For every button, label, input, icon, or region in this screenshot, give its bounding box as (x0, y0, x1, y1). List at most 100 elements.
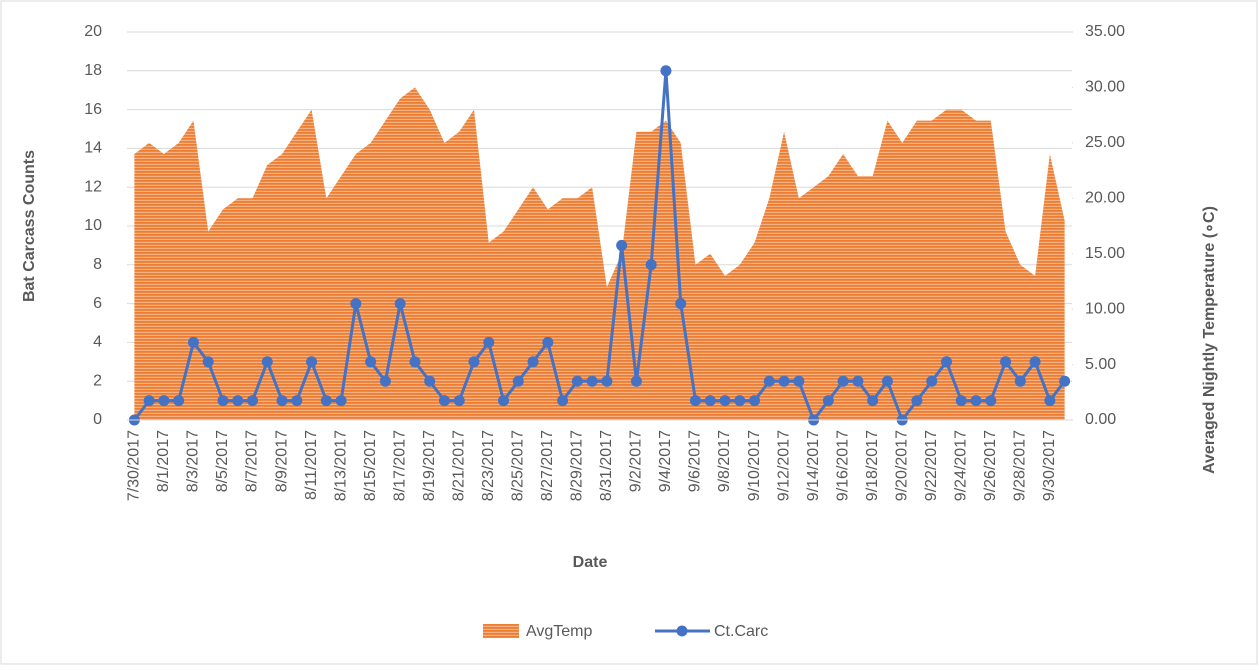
marker (1014, 375, 1026, 387)
marker (291, 395, 303, 407)
marker (1044, 395, 1056, 407)
marker (438, 395, 450, 407)
legend-swatch (483, 624, 519, 638)
x-tick-label: 9/8/2017 (716, 430, 733, 492)
x-tick-label: 8/19/2017 (421, 430, 438, 501)
x-tick-label: 8/1/2017 (155, 430, 172, 492)
marker (320, 395, 332, 407)
x-tick-label: 9/18/2017 (864, 430, 881, 501)
line (133, 70, 1066, 424)
marker (778, 375, 790, 387)
y2-tick-label: 20.00 (1085, 190, 1125, 207)
marker (306, 356, 318, 368)
marker (985, 395, 997, 407)
marker (867, 395, 879, 407)
marker (276, 395, 288, 407)
marker (483, 336, 495, 348)
marker (409, 356, 421, 368)
y-axis-title: Bat Carcass Counts (21, 150, 38, 302)
y-tick-label: 6 (93, 295, 102, 312)
x-tick-label: 9/22/2017 (923, 430, 940, 501)
y2-axis-title: Averaged Nightly Temperature (∘C) (1201, 206, 1218, 474)
marker (616, 239, 628, 251)
legend-swatch (676, 625, 688, 637)
y2-tick-label: 30.00 (1085, 79, 1125, 96)
x-tick-label: 9/14/2017 (805, 430, 822, 501)
x-tick-label: 8/17/2017 (391, 430, 408, 501)
x-tick-label: 9/10/2017 (746, 430, 763, 501)
marker (453, 395, 465, 407)
marker (498, 395, 510, 407)
legend-label: AvgTemp (526, 623, 593, 640)
marker (940, 356, 952, 368)
marker (911, 395, 923, 407)
x-tick-label: 8/25/2017 (510, 430, 527, 501)
marker (350, 298, 362, 310)
x-tick-label: 9/2/2017 (628, 430, 645, 492)
marker (719, 395, 731, 407)
marker (261, 356, 273, 368)
marker (571, 375, 583, 387)
x-tick-label: 8/29/2017 (569, 430, 586, 501)
marker (970, 395, 982, 407)
x-tick-label: 9/24/2017 (952, 430, 969, 501)
x-tick-label: 8/9/2017 (273, 430, 290, 492)
marker (645, 259, 657, 271)
x-tick-label: 9/20/2017 (893, 430, 910, 501)
marker (689, 395, 701, 407)
marker (232, 395, 244, 407)
x-tick-label: 9/26/2017 (982, 430, 999, 501)
marker (1029, 356, 1041, 368)
x-tick-label: 8/23/2017 (480, 430, 497, 501)
y-tick-label: 12 (84, 178, 102, 195)
marker (158, 395, 170, 407)
marker (217, 395, 229, 407)
marker (852, 375, 864, 387)
marker (586, 375, 598, 387)
x-tick-label: 9/16/2017 (834, 430, 851, 501)
marker (675, 298, 687, 310)
marker (527, 356, 539, 368)
marker (601, 375, 613, 387)
marker (763, 375, 775, 387)
x-tick-label: 8/15/2017 (362, 430, 379, 501)
legend-label: Ct.Carc (714, 623, 768, 640)
y-tick-label: 2 (93, 372, 102, 389)
marker (424, 375, 436, 387)
y-tick-label: 8 (93, 256, 102, 273)
y-tick-label: 0 (93, 411, 102, 428)
x-tick-label: 9/12/2017 (775, 430, 792, 501)
marker (749, 395, 761, 407)
marker (202, 356, 214, 368)
x-axis-title: Date (573, 554, 608, 571)
x-tick-label: 9/6/2017 (687, 430, 704, 492)
marker (734, 395, 746, 407)
marker (822, 395, 834, 407)
marker (335, 395, 347, 407)
x-tick-label: 8/31/2017 (598, 430, 615, 501)
marker (394, 298, 406, 310)
area (134, 87, 1065, 420)
marker (955, 395, 967, 407)
marker (630, 375, 642, 387)
x-tick-label: 9/4/2017 (657, 430, 674, 492)
x-tick-label: 8/11/2017 (303, 430, 320, 500)
x-tick-label: 8/27/2017 (539, 430, 556, 501)
marker (557, 395, 569, 407)
x-tick-label: 9/28/2017 (1012, 430, 1029, 501)
legend: AvgTemp Ct.Carc (483, 623, 768, 640)
marker (1059, 375, 1071, 387)
y-tick-label: 10 (84, 217, 102, 234)
marker (512, 375, 524, 387)
x-tick-label: 8/7/2017 (244, 430, 261, 492)
x-tick-label: 8/21/2017 (450, 430, 467, 501)
marker (793, 375, 805, 387)
y2-tick-label: 15.00 (1085, 245, 1125, 262)
marker (926, 375, 938, 387)
x-tick-label: 7/30/2017 (126, 430, 143, 501)
y2-tick-label: 0.00 (1085, 411, 1116, 428)
marker (379, 375, 391, 387)
marker (660, 65, 672, 77)
y2-tick-label: 25.00 (1085, 134, 1125, 151)
